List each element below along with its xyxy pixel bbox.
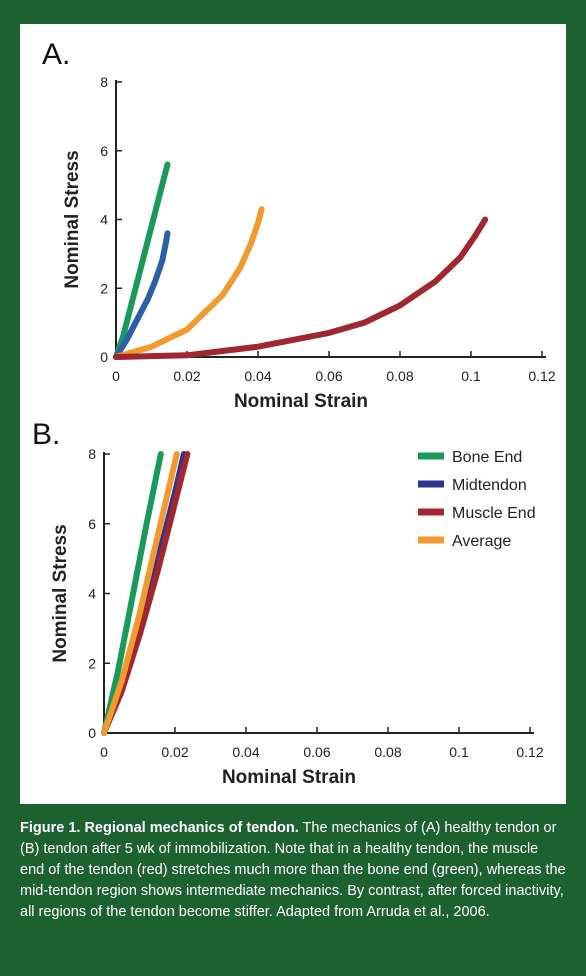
y-tick-label: 4 — [88, 586, 96, 602]
y-tick-label: 0 — [100, 349, 108, 365]
x-tick-label: 0 — [112, 368, 120, 384]
legend-label-muscle-end: Muscle End — [452, 505, 536, 522]
y-tick-label: 6 — [88, 516, 96, 532]
y-tick-label: 8 — [88, 446, 96, 462]
x-tick-label: 0.04 — [244, 368, 271, 384]
y-axis-title: Nominal Stress — [50, 524, 71, 662]
x-tick-label: 0.02 — [173, 368, 200, 384]
x-tick-label: 0.12 — [516, 744, 543, 760]
x-tick-label: 0.08 — [374, 744, 401, 760]
series-line-bone-end — [113, 161, 171, 360]
figure-panel: A. 0 2 4 6 8 0 0.02 0.04 0.06 0.08 0.1 0.12 Nominal S… — [20, 24, 566, 804]
y-tick-label: 4 — [100, 212, 108, 228]
caption-body: The mechanics of (A) healthy tendon or (… — [20, 820, 566, 920]
caption-heading: Figure 1. Regional mechanics of tendon. — [20, 820, 299, 836]
legend-label-midtendon: Midtendon — [452, 477, 527, 494]
y-tick-label: 8 — [100, 74, 108, 90]
figure-caption: Figure 1. Regional mechanics of tendon. … — [20, 818, 566, 923]
y-tick-label: 2 — [88, 655, 96, 671]
x-tick-label: 0.04 — [232, 744, 259, 760]
x-tick-label: 0.1 — [449, 744, 469, 760]
x-tick-label: 0.06 — [315, 368, 342, 384]
y-axis-title: Nominal Stress — [62, 150, 83, 288]
chart-a: A. 0 2 4 6 8 0 0.02 0.04 0.06 0.08 0.1 0.12 Nominal S… — [42, 38, 556, 412]
series-line-midtendon — [113, 230, 171, 360]
chart-b: B. 0 2 4 6 8 0 0.02 0.04 0.06 0.08 0.1 0.12 Nominal S… — [32, 418, 544, 788]
x-axis-title: Nominal Strain — [222, 767, 356, 788]
panel-letter: B. — [32, 418, 60, 451]
y-tick-label: 6 — [100, 143, 108, 159]
series-line-average — [101, 451, 180, 736]
x-tick-label: 0.02 — [161, 744, 188, 760]
series-line-muscle-end — [113, 216, 489, 360]
x-axis-title: Nominal Strain — [234, 391, 368, 412]
panel-letter: A. — [42, 38, 70, 71]
x-tick-label: 0 — [100, 744, 108, 760]
legend-label-bone-end: Bone End — [452, 449, 522, 466]
x-tick-label: 0.1 — [461, 368, 481, 384]
legend-label-average: Average — [452, 533, 511, 550]
y-tick-label: 0 — [88, 725, 96, 741]
x-tick-label: 0.08 — [386, 368, 413, 384]
x-tick-label: 0.12 — [528, 368, 555, 384]
y-tick-label: 2 — [100, 280, 108, 296]
x-tick-label: 0.06 — [303, 744, 330, 760]
series-line-bone-end — [101, 451, 164, 736]
series-line-average — [113, 206, 265, 360]
